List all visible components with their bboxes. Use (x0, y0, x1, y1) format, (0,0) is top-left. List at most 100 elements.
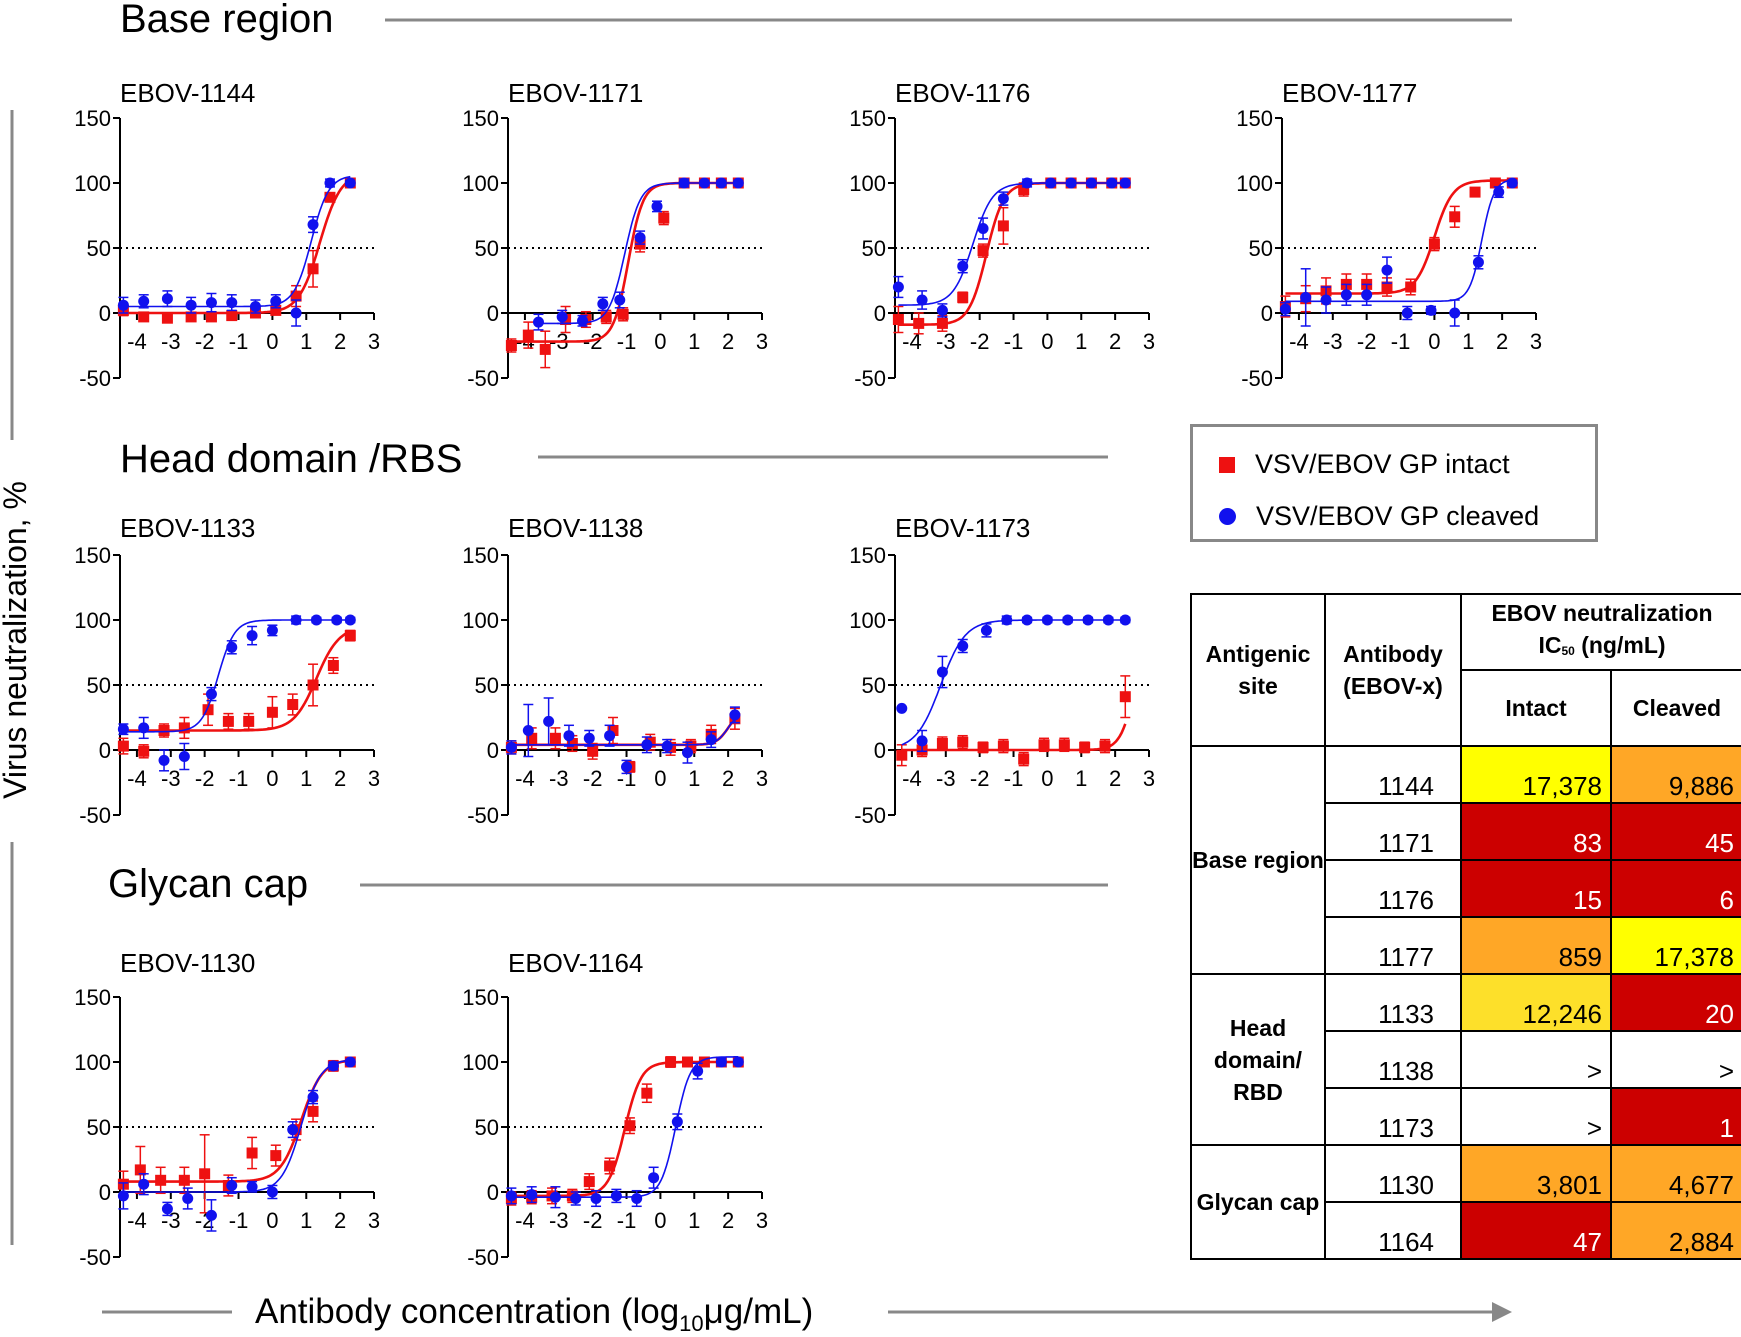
y-tick-label: -50 (854, 366, 886, 391)
data-point-cleaved (681, 747, 693, 759)
x-tick-label: -4 (127, 766, 147, 791)
intact-ic50-cell: > (1460, 1030, 1612, 1089)
x-tick-label: 0 (266, 329, 278, 354)
x-tick-label: 1 (1075, 766, 1087, 791)
data-point-intact (957, 291, 969, 303)
data-point-cleaved (732, 1056, 744, 1068)
data-point-intact (1119, 691, 1131, 703)
intact-ic50-cell: > (1460, 1087, 1612, 1146)
panel-title: EBOV-1176 (895, 78, 1030, 108)
intact-ic50-cell: 859 (1460, 916, 1612, 975)
data-point-intact (266, 706, 278, 718)
x-tick-label: -2 (195, 766, 215, 791)
table-row: 1171 83 45 (1191, 802, 1741, 861)
x-tick-label: 0 (1041, 766, 1053, 791)
data-point-intact (327, 660, 339, 671)
data-point-intact (936, 317, 948, 329)
legend-item-intact: VSV/EBOV GP intact (1219, 449, 1510, 480)
y-tick-label: 100 (462, 1050, 499, 1075)
fit-curve-cleaved (538, 182, 739, 325)
data-point-intact (641, 1087, 653, 1099)
data-point-cleaved (732, 177, 744, 189)
y-tick-label: -50 (467, 803, 499, 828)
data-point-intact (1449, 211, 1461, 223)
x-tick-label: -3 (549, 1208, 569, 1233)
x-tick-label: -3 (936, 766, 956, 791)
x-tick-label: 0 (654, 766, 666, 791)
data-point-intact (617, 308, 629, 320)
y-tick-label: 50 (87, 673, 111, 698)
x-tick-label: 1 (300, 766, 312, 791)
table-row: 1173 >1 (1191, 1087, 1741, 1146)
antibody-cell: 1144 (1324, 745, 1462, 804)
x-tick-label: 2 (334, 1208, 346, 1233)
panel-title: EBOV-1171 (508, 78, 643, 108)
panel-title: EBOV-1138 (508, 513, 643, 543)
x-tick-label: -1 (229, 1208, 249, 1233)
cleaved-ic50-cell: 4,677 (1610, 1144, 1741, 1203)
y-tick-label: 50 (475, 236, 499, 261)
fit-curve-cleaved (1285, 179, 1513, 303)
data-point-cleaved (543, 715, 555, 727)
data-point-cleaved (556, 311, 568, 323)
panel-title: EBOV-1130 (120, 948, 255, 978)
y-tick-label: 50 (475, 673, 499, 698)
data-point-intact (117, 740, 129, 752)
x-tick-label: 3 (1530, 329, 1542, 354)
data-point-cleaved (117, 1190, 129, 1202)
data-point-intact (522, 329, 534, 341)
x-tick-label: -1 (1004, 329, 1024, 354)
data-point-cleaved (344, 614, 356, 626)
x-tick-label: 1 (688, 766, 700, 791)
data-point-cleaved (178, 751, 190, 762)
header-ic50-group: EBOV neutralization IC50 (ng/mL) (1460, 593, 1741, 671)
data-point-cleaved (1300, 291, 1312, 303)
data-point-intact (1099, 740, 1111, 752)
data-point-cleaved (327, 1060, 339, 1072)
data-point-intact (685, 740, 697, 752)
x-tick-label: -1 (229, 766, 249, 791)
data-point-cleaved (344, 1056, 356, 1068)
y-tick-label: 150 (74, 106, 111, 131)
data-point-intact (307, 679, 319, 691)
data-point-cleaved (678, 177, 690, 189)
data-point-cleaved (583, 732, 595, 744)
data-point-intact (997, 740, 1009, 752)
data-point-intact (222, 715, 234, 727)
x-tick-label: 2 (722, 1208, 734, 1233)
data-point-intact (1058, 739, 1070, 751)
data-point-intact (896, 749, 908, 761)
data-point-cleaved (138, 722, 150, 734)
x-tick-label: 0 (1428, 329, 1440, 354)
data-point-cleaved (331, 614, 343, 626)
table-row: Glycan cap 1130 3,801 4,677 (1190, 1144, 1741, 1260)
data-point-cleaved (651, 200, 663, 212)
data-point-cleaved (526, 1189, 538, 1201)
data-point-cleaved (1119, 614, 1131, 626)
x-tick-label: 2 (334, 329, 346, 354)
data-point-intact (583, 1176, 595, 1188)
data-point-cleaved (549, 1191, 561, 1203)
data-point-cleaved (698, 177, 710, 189)
fit-curve-cleaved (511, 1056, 739, 1198)
data-point-intact (138, 745, 150, 757)
blue-circle-icon (1219, 508, 1236, 525)
data-point-intact (1428, 238, 1440, 250)
y-tick-label: 150 (1236, 106, 1273, 131)
data-point-cleaved (1472, 256, 1484, 268)
y-tick-label: 150 (462, 985, 499, 1010)
data-point-cleaved (226, 641, 238, 653)
data-point-cleaved (1062, 614, 1074, 626)
cleaved-ic50-cell: 1 (1610, 1087, 1741, 1146)
data-point-cleaved (266, 1186, 278, 1198)
section-title-head: Head domain /RBS (120, 437, 462, 481)
fit-curve-intact (901, 723, 1127, 752)
data-point-intact (539, 343, 551, 355)
data-point-intact (202, 704, 214, 716)
legend-item-cleaved: VSV/EBOV GP cleaved (1219, 501, 1539, 532)
data-point-cleaved (957, 640, 969, 652)
